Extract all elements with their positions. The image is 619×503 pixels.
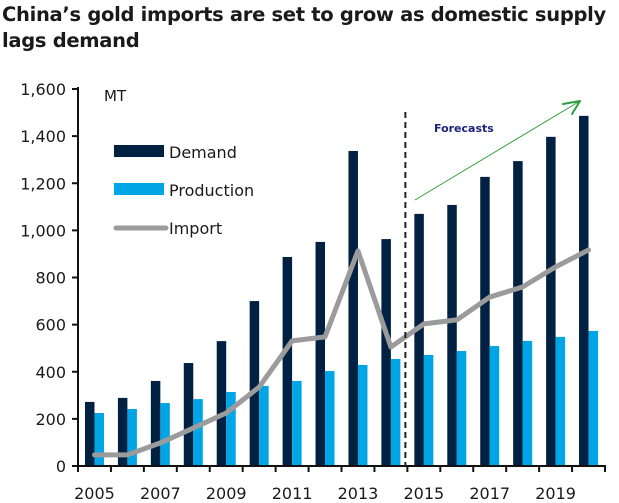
bar-production-2009 [226,392,236,466]
x-tick-label-2007: 2007 [140,484,181,503]
bar-demand-2012 [315,241,326,466]
y-axis-unit-label: MT [104,87,127,105]
axes-layer: 0 200 400 600 800 1,000 1,200 1,400 1,600 2005 200… [20,80,606,503]
bar-demand-2020 [579,115,589,466]
y-tick-label: 200 [35,410,66,429]
bar-demand-2011 [282,257,293,466]
y-tick-label: 800 [35,269,66,288]
legend-swatch-demand [114,145,164,157]
import-line-layer [91,247,592,458]
bar-production-2015 [423,355,434,466]
bar-production-2005 [94,412,104,466]
bar-production-2006 [127,408,137,466]
x-tick-label-2017: 2017 [469,484,510,503]
bar-demand-2013 [348,150,358,467]
bar-demand-2018 [513,161,523,466]
bar-demand-2010 [249,301,260,466]
bar-production-2016 [456,351,467,466]
bar-demand-2019 [546,136,556,466]
y-tick-label: 1,400 [20,127,66,146]
trend-arrow-line [414,100,581,201]
x-tick-label-2015: 2015 [403,484,444,503]
bar-production-2014 [390,359,401,466]
x-tick-label-2005: 2005 [74,484,115,503]
bar-demand-2017 [480,176,490,466]
legend-label-production: Production [169,181,254,200]
y-tick-label: 600 [35,316,66,335]
chart-title: China’s gold imports are set to grow as … [2,3,606,52]
import-series-line [91,247,592,458]
y-tick-label: 400 [35,363,66,382]
bar-demand-2016 [447,204,457,467]
x-tick-label-2009: 2009 [206,484,247,503]
x-tick-label-2019: 2019 [535,484,576,503]
y-tick-label: 1,600 [20,80,66,99]
bar-production-2012 [325,371,335,466]
legend-swatch-production [114,183,164,195]
bar-demand-2008 [183,363,194,466]
trend-arrow-head-icon [562,100,581,115]
bar-production-2020 [588,330,599,466]
x-tick-label-2013: 2013 [338,484,379,503]
bar-production-2010 [259,385,269,466]
bar-demand-2006 [117,397,128,466]
annotations-layer: Forecasts [404,100,581,466]
legend: Demand Production Import [113,143,254,238]
bars-layer [84,115,599,467]
bar-production-2018 [522,340,533,466]
bar-demand-2009 [216,341,227,466]
bar-production-2017 [489,346,500,466]
bar-production-2019 [555,336,566,466]
y-tick-label: 0 [56,457,66,476]
bar-production-2007 [160,403,170,466]
bar-production-2013 [357,364,368,466]
legend-label-demand: Demand [169,143,237,162]
bar-demand-2014 [381,239,391,466]
x-tick-label-2011: 2011 [272,484,313,503]
bar-demand-2005 [84,401,95,466]
bar-production-2008 [193,399,203,466]
bar-demand-2007 [150,380,161,466]
y-tick-label: 1,200 [20,174,66,193]
legend-label-import: Import [169,219,222,238]
bar-production-2011 [292,380,302,466]
bar-demand-2015 [414,213,424,466]
y-tick-label: 1,000 [20,221,66,240]
forecast-label: Forecasts [434,122,494,135]
